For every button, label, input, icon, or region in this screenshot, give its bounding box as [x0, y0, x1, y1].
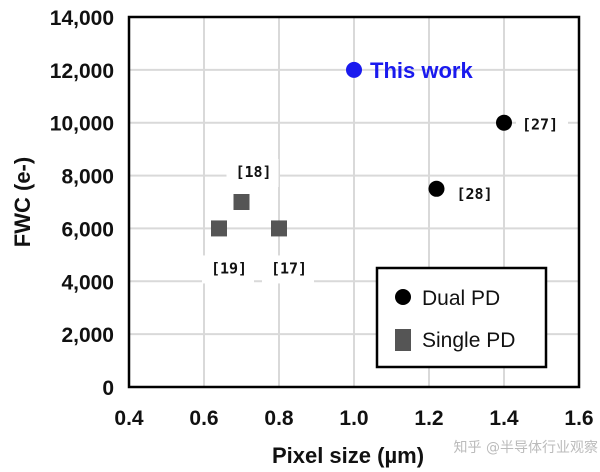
y-tick-label: 14,000: [50, 7, 114, 30]
data-label: [17]: [271, 259, 307, 277]
data-point-dual-pd: [428, 180, 445, 197]
x-tick-label: 1.2: [414, 407, 443, 430]
y-axis-label: FWC (e-): [10, 157, 35, 247]
legend-label-dual-pd: Dual PD: [422, 287, 500, 310]
x-tick-labels: 0.4 0.6 0.8 1.0 1.2 1.4 1.6: [114, 407, 593, 430]
legend-marker-dual-pd: [395, 289, 411, 305]
x-axis-label: Pixel size (µm): [272, 443, 424, 468]
y-tick-label: 2,000: [61, 324, 114, 347]
label-background: [262, 255, 314, 284]
x-tick-label: 0.6: [189, 407, 218, 430]
plot-border: [127, 15, 581, 389]
x-tick-label: 0.4: [114, 407, 144, 430]
y-tick-label: 12,000: [50, 60, 114, 83]
label-background: [516, 111, 568, 140]
y-tick-label: 10,000: [50, 113, 114, 136]
data-point-this-work: [346, 61, 362, 78]
data-label: [28]: [457, 185, 493, 203]
y-tick-label: 6,000: [61, 218, 114, 241]
data-point-single-pd: [211, 220, 227, 237]
data-point-single-pd: [271, 220, 287, 237]
data-label: This work: [370, 58, 473, 83]
data-point-dual-pd: [496, 114, 512, 131]
legend-label-single-pd: Single PD: [422, 329, 515, 352]
y-tick-label: 8,000: [61, 166, 114, 189]
data-point-single-pd: [233, 194, 250, 210]
label-background: [226, 159, 279, 187]
legend: Dual PD Single PD: [375, 266, 548, 369]
label-backgrounds: [202, 111, 568, 284]
watermark: 知乎 @半导体行业观察: [454, 439, 598, 456]
x-tick-label: 1.4: [489, 407, 519, 430]
data-label: [27]: [522, 116, 558, 134]
data-label: [18]: [235, 163, 271, 181]
data-points: This work [27] [28] [18] [19] [17]: [211, 58, 558, 278]
label-background: [202, 255, 254, 284]
y-tick-label: 4,000: [61, 271, 114, 294]
label-background: [450, 180, 503, 209]
legend-box: [375, 266, 548, 369]
x-tick-label: 1.6: [564, 407, 593, 430]
y-tick-labels: 0 2,000 4,000 6,000 8,000 10,000 12,000 14,000: [50, 7, 114, 400]
data-label: [19]: [211, 259, 247, 277]
y-tick-label: 0: [102, 377, 114, 400]
x-tick-label: 1.0: [339, 407, 368, 430]
legend-marker-single-pd: [395, 329, 411, 351]
x-tick-label: 0.8: [264, 407, 294, 430]
